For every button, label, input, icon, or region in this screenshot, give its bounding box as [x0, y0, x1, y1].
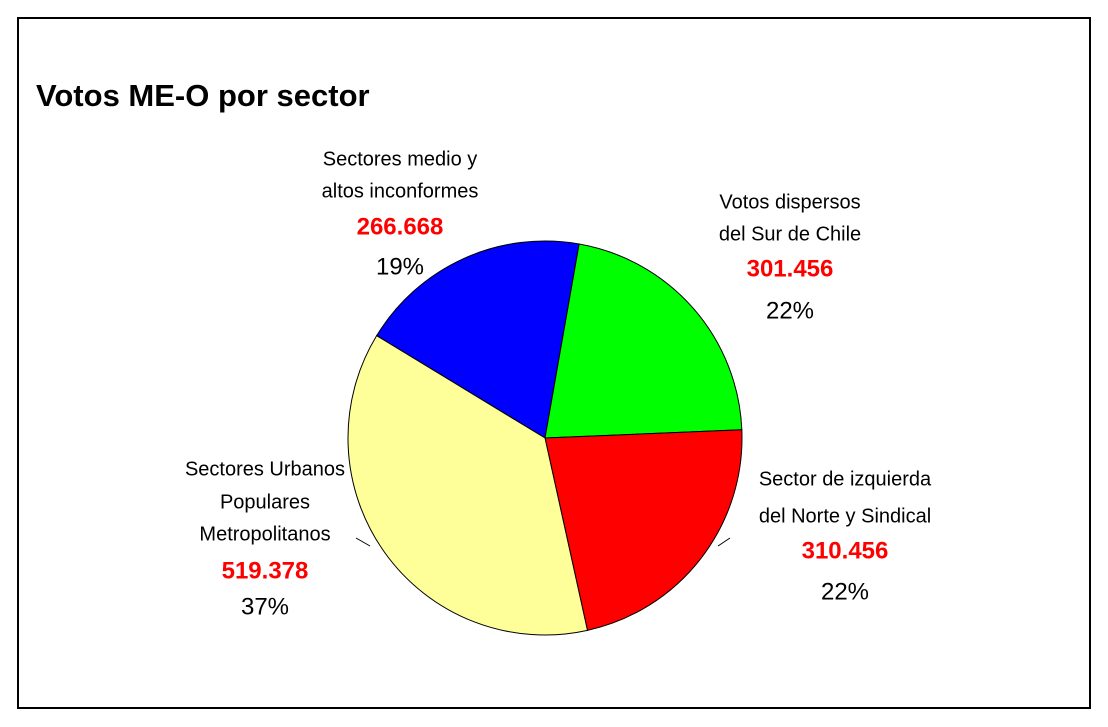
- slice-label: Votos dispersos: [719, 191, 860, 213]
- percent-label: 37%: [241, 593, 289, 620]
- value-label: 519.378: [222, 557, 309, 584]
- slice-label: Sectores Urbanos: [185, 458, 345, 480]
- leader-line: [717, 537, 731, 547]
- slice-label: del Sur de Chile: [719, 223, 861, 245]
- slice-label: Sectores medio y: [323, 148, 478, 170]
- pie-slice: [375, 240, 580, 439]
- chart-title: Votos ME-O por sector: [36, 78, 370, 113]
- pie-slice: [347, 334, 589, 636]
- percent-label: 19%: [376, 253, 424, 280]
- leader-line: [355, 537, 371, 547]
- value-label: 301.456: [747, 255, 834, 282]
- pie-slice: [544, 243, 743, 439]
- pie-slice: [544, 429, 743, 631]
- slice-label: Sector de izquierda: [759, 468, 932, 490]
- slice-label: altos inconformes: [322, 180, 479, 202]
- percent-label: 22%: [766, 297, 814, 324]
- slice-label: del Norte y Sindical: [759, 505, 931, 527]
- slice-label: Populares: [220, 491, 310, 513]
- value-label: 266.668: [357, 213, 444, 240]
- value-label: 310.456: [802, 537, 889, 564]
- percent-label: 22%: [821, 578, 869, 605]
- slice-label: Metropolitanos: [199, 523, 330, 545]
